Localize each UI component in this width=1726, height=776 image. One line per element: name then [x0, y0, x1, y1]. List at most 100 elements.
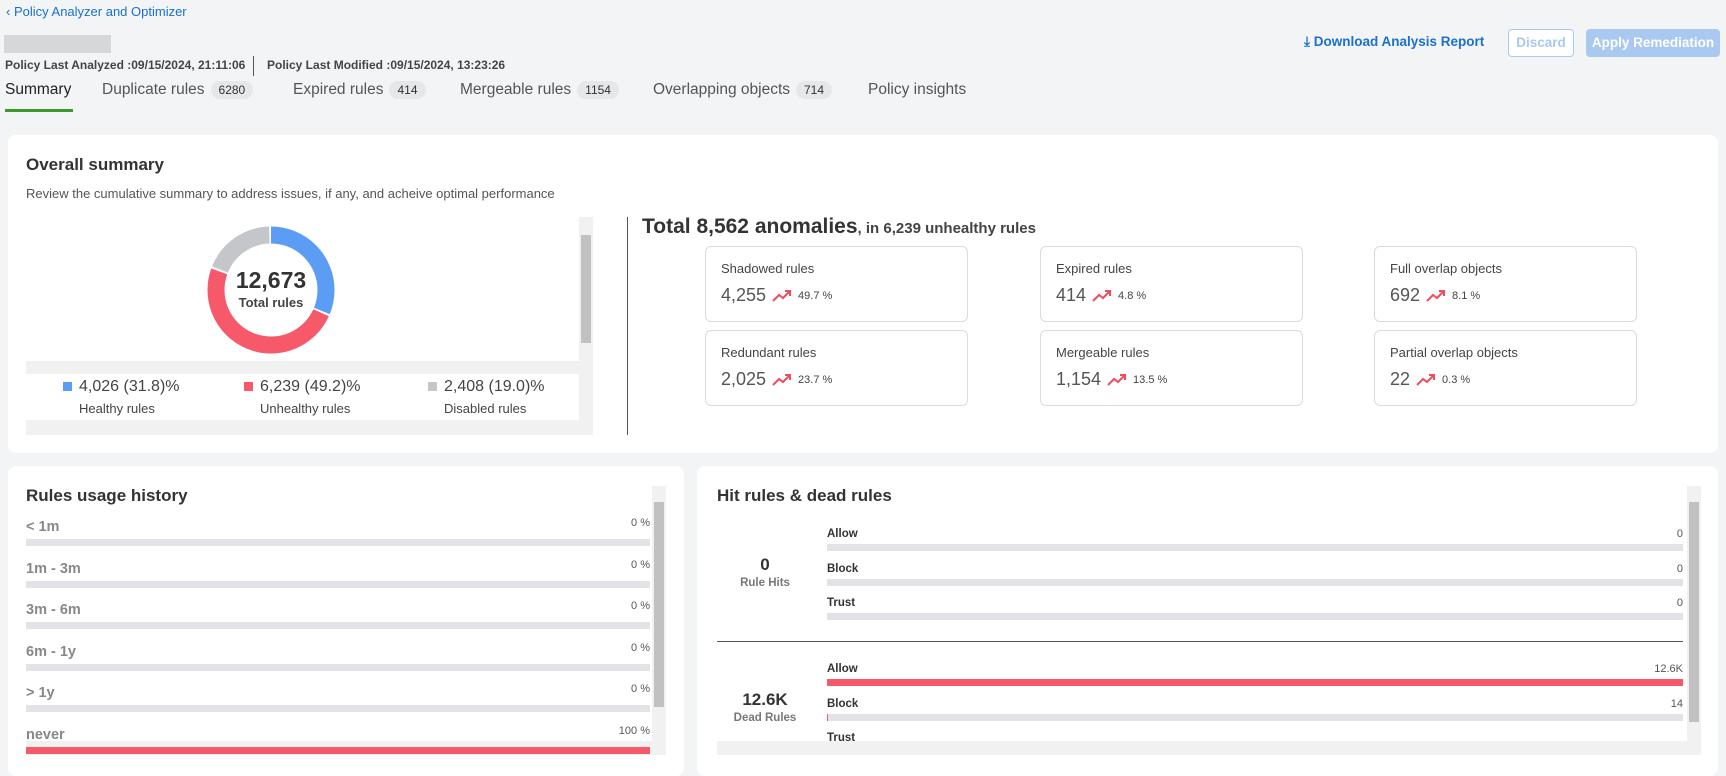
- usage-value: 0 %: [631, 600, 650, 612]
- group-value: 0: [760, 555, 770, 574]
- download-link[interactable]: ⤓ Download Analysis Report: [1304, 34, 1485, 49]
- legend-label: Unhealthy rules: [260, 401, 351, 416]
- scrollbar[interactable]: [579, 217, 593, 435]
- bar: [827, 679, 1683, 686]
- tab-count: 1154: [577, 81, 619, 99]
- usage-track: [26, 622, 650, 629]
- bar-label: Block: [827, 697, 859, 710]
- usage-value: 0 %: [631, 641, 650, 654]
- bar-label: Block: [827, 562, 859, 575]
- discard-button[interactable]: Discard: [1508, 29, 1574, 57]
- redacted-name: [4, 35, 111, 53]
- usage-card: Rules usage history < 1m 0 % 1m - 3m 0 % 3m …: [8, 466, 684, 776]
- overall-card: Overall summary Review the cumulative su…: [8, 135, 1718, 453]
- last-modified: Policy Last Modified :09/15/2024, 13:23:…: [267, 58, 506, 72]
- anomaly-card: Redundant rules 2,025 23.7 %: [705, 330, 968, 406]
- group-label: Dead Rules: [733, 712, 797, 724]
- scrollbar[interactable]: [1687, 486, 1701, 741]
- legend-value: 4,026 (31.8)%: [79, 378, 180, 395]
- usage-label: > 1y: [26, 685, 55, 701]
- download-text[interactable]: Download Analysis Report: [1313, 34, 1485, 49]
- donut-total-label: Total rules: [238, 295, 304, 310]
- divider: [717, 641, 1683, 642]
- legend-swatch: [428, 382, 437, 391]
- anomaly-card: Shadowed rules 4,255 49.7 %: [705, 246, 968, 322]
- bar-label: Trust: [827, 597, 856, 609]
- legend-label: Disabled rules: [444, 401, 527, 416]
- tab-label[interactable]: Summary: [5, 81, 72, 98]
- usage-value: 0 %: [631, 558, 650, 571]
- tab-label[interactable]: Duplicate rules: [102, 81, 205, 98]
- tab-label[interactable]: Policy insights: [868, 81, 967, 98]
- card-subtitle: Review the cumulative summary to address…: [26, 186, 555, 201]
- bar-label: Allow: [827, 528, 858, 540]
- usage-bar: [26, 746, 650, 754]
- bar-value: 14: [1670, 697, 1683, 710]
- usage-track: [26, 580, 650, 588]
- usage-track: [26, 705, 650, 712]
- back-link[interactable]: ‹ Policy Analyzer and Optimizer: [6, 4, 187, 19]
- tab-underline: [5, 109, 73, 112]
- legend-swatch: [63, 382, 72, 391]
- usage-value: 0 %: [631, 517, 650, 529]
- anomaly-value: 692: [1390, 285, 1421, 305]
- tab-count: 6280: [210, 81, 254, 99]
- bar-value: 12.6K: [1654, 663, 1683, 675]
- scrollbar[interactable]: [717, 741, 1701, 755]
- anomaly-value: 4,255: [721, 285, 767, 305]
- tab-label[interactable]: Mergeable rules: [460, 81, 572, 98]
- tab-label[interactable]: Overlapping objects: [653, 81, 790, 98]
- usage-track: [26, 539, 650, 546]
- apply-button[interactable]: Apply Remediation: [1586, 29, 1720, 57]
- anomaly-value-row: 4,255 49.7 %: [721, 285, 832, 306]
- tab[interactable]: Mergeable rules 1154: [460, 81, 619, 99]
- anomaly-change: 49.7 %: [798, 289, 833, 302]
- anomaly-value: 22: [1390, 369, 1411, 389]
- anomaly-value-row: 22 0.3 %: [1390, 369, 1470, 390]
- scrollbar[interactable]: [26, 361, 579, 374]
- tab[interactable]: Expired rules 414: [293, 81, 426, 99]
- bar-track: [827, 578, 1683, 586]
- anomaly-change: 23.7 %: [798, 373, 833, 386]
- tab[interactable]: Duplicate rules 6280: [102, 81, 254, 99]
- legend-label: Healthy rules: [79, 401, 155, 416]
- usage-label: 6m - 1y: [26, 643, 76, 660]
- usage-label: 1m - 3m: [26, 560, 81, 577]
- donut-segment: [207, 226, 335, 354]
- tab-label[interactable]: Expired rules: [293, 81, 384, 98]
- anomaly-card: Mergeable rules 1,154 13.5 %: [1040, 330, 1303, 406]
- anomaly-value-row: 2,025 23.7 %: [721, 369, 832, 390]
- bar: [827, 713, 828, 721]
- scrollbar[interactable]: [652, 486, 666, 741]
- trend-icon: [1107, 373, 1127, 387]
- tab[interactable]: Summary: [5, 81, 71, 99]
- anomaly-headline: Total 8,562 anomalies: [642, 215, 858, 238]
- bar-track: [827, 544, 1683, 551]
- usage-label: 3m - 6m: [26, 602, 81, 618]
- tab-count: 714: [796, 81, 833, 99]
- anomaly-change: 8.1 %: [1452, 289, 1481, 302]
- trend-icon: [772, 289, 792, 303]
- donut-segment: [207, 226, 335, 354]
- anomaly-label: Expired rules: [1056, 261, 1132, 276]
- tab[interactable]: Policy insights: [868, 81, 966, 99]
- anomaly-value: 414: [1056, 285, 1087, 305]
- card-title: Hit rules & dead rules: [717, 486, 892, 505]
- group-label: Rule Hits: [740, 577, 790, 589]
- bar-value: 0: [1676, 562, 1683, 575]
- tab[interactable]: Overlapping objects 714: [653, 81, 833, 99]
- anomaly-label: Partial overlap objects: [1390, 345, 1518, 360]
- anomaly-sub: , in 6,239 unhealthy rules: [857, 220, 1036, 237]
- bar-value: 0: [1676, 528, 1683, 540]
- card-title: Overall summary: [26, 155, 164, 174]
- usage-label: < 1m: [26, 519, 60, 535]
- divider: [627, 217, 628, 435]
- trend-icon: [1092, 289, 1112, 303]
- bar-track: [827, 613, 1683, 620]
- last-analyzed: Policy Last Analyzed :09/15/2024, 21:11:…: [5, 58, 246, 72]
- back-link-text[interactable]: Policy Analyzer and Optimizer: [13, 4, 187, 19]
- anomaly-label: Redundant rules: [721, 345, 817, 360]
- tab-count: 414: [389, 81, 426, 99]
- scrollbar[interactable]: [26, 420, 593, 435]
